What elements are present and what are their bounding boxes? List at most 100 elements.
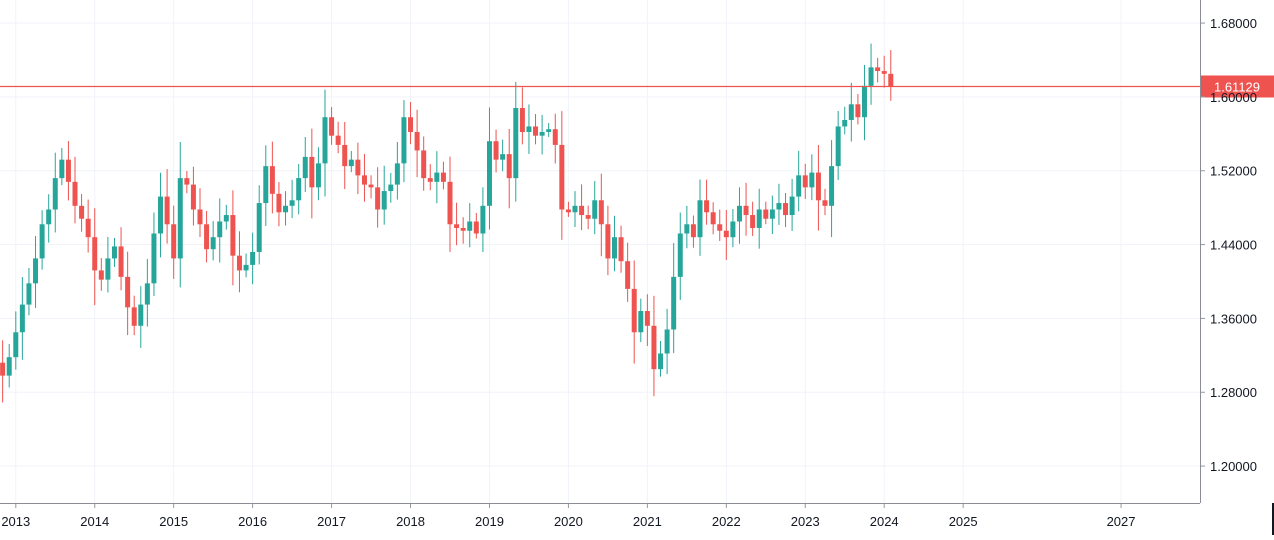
candle-body: [829, 166, 835, 206]
candle-body: [486, 141, 492, 206]
candle-body: [802, 175, 808, 188]
candle-body: [480, 205, 486, 234]
candle-body: [342, 144, 348, 167]
candle-body: [236, 255, 242, 271]
candle-body: [315, 163, 321, 188]
candle-body: [263, 166, 269, 204]
candle-body: [888, 73, 894, 87]
candle-body: [539, 131, 545, 136]
candle-body: [164, 196, 170, 225]
candle-body: [204, 224, 210, 250]
candle-body: [151, 233, 157, 284]
candle-body: [815, 172, 821, 201]
candle-body: [171, 224, 177, 259]
y-tick-label: 1.52000: [1210, 164, 1257, 179]
current-price-line: 1.61129: [0, 75, 1274, 98]
candle-body: [467, 221, 473, 231]
candle-body: [440, 172, 446, 182]
candle-body: [13, 332, 19, 358]
candle-body: [276, 193, 282, 213]
candle-body: [842, 119, 848, 127]
candle-body: [671, 276, 677, 330]
candle-body: [190, 184, 196, 210]
candle-body: [592, 200, 598, 219]
candle-body: [730, 221, 736, 238]
candle-body: [572, 205, 578, 213]
candle-body: [822, 200, 828, 206]
candle-body: [460, 227, 466, 231]
candle-body: [598, 200, 604, 225]
candle-body: [381, 191, 387, 210]
candle-body: [19, 304, 25, 333]
x-tick-label: 2015: [159, 514, 188, 529]
candle-body: [217, 221, 223, 238]
candle-body: [414, 131, 420, 151]
candle-body: [33, 258, 39, 284]
candle-body: [855, 104, 861, 118]
candle-body: [335, 135, 341, 145]
candle-body: [289, 200, 295, 206]
candle-body: [322, 117, 328, 164]
candle-body: [427, 178, 433, 182]
candle-body: [710, 212, 716, 225]
candle-body: [651, 325, 657, 370]
candle-body: [421, 150, 427, 179]
candle-body: [296, 178, 302, 201]
candle-body: [329, 117, 335, 136]
candle-body: [776, 203, 782, 210]
candle-body: [348, 159, 354, 167]
x-tick-label: 2025: [949, 514, 978, 529]
price-badge: [1201, 75, 1274, 98]
candle-body: [85, 218, 91, 238]
y-tick-label: 1.28000: [1210, 385, 1257, 400]
x-tick-label: 2013: [1, 514, 30, 529]
candle-body: [394, 163, 400, 185]
x-tick-label: 2014: [80, 514, 109, 529]
candle-body: [658, 353, 664, 370]
candle-body: [184, 178, 190, 185]
candle-body: [361, 175, 367, 185]
candle-body: [65, 159, 71, 182]
candle-body: [881, 71, 887, 74]
candle-body: [868, 67, 874, 86]
candle-body: [39, 224, 45, 259]
candle-body: [506, 154, 512, 179]
x-tick-label: 2027: [1107, 514, 1136, 529]
candle-body: [809, 172, 815, 188]
candle-body: [243, 264, 249, 271]
candle-body: [454, 224, 460, 228]
candle-body: [138, 304, 144, 326]
candle-body: [473, 221, 479, 234]
candle-body: [111, 246, 117, 259]
candle-body: [250, 251, 256, 265]
candle-body: [447, 181, 453, 225]
x-tick-label: 2024: [870, 514, 899, 529]
candle-body: [46, 209, 52, 225]
candle-body: [861, 85, 867, 118]
candle-body: [875, 67, 881, 72]
candle-body: [125, 276, 131, 308]
candle-body: [230, 215, 236, 256]
candle-body: [638, 311, 644, 333]
candle-body: [26, 283, 32, 305]
candle-body: [283, 205, 289, 213]
price-badge-label: 1.61129: [1214, 79, 1260, 94]
candle-body: [631, 288, 637, 333]
candle-body: [118, 246, 124, 277]
candle-body: [493, 141, 499, 160]
candles: [0, 43, 894, 403]
candle-body: [197, 209, 203, 225]
candle-body: [355, 159, 361, 176]
candle-body: [309, 156, 315, 188]
candle-body: [789, 196, 795, 216]
candle-body: [302, 156, 308, 179]
candle-body: [690, 224, 696, 238]
x-tick-label: 2016: [238, 514, 267, 529]
candle-body: [408, 117, 414, 132]
candle-body: [519, 107, 525, 132]
y-tick-label: 1.36000: [1210, 311, 1257, 326]
candle-body: [579, 205, 585, 216]
candle-body: [848, 104, 854, 120]
candle-body: [796, 175, 802, 197]
